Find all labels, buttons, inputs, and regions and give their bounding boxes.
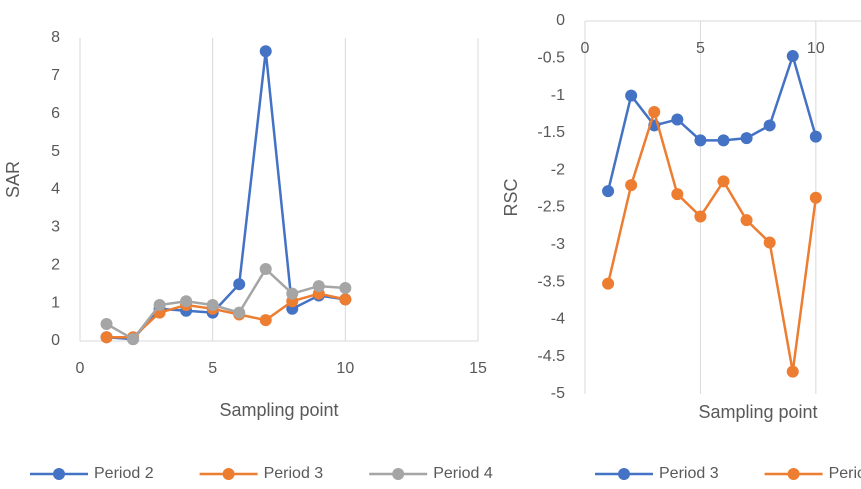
data-point — [312, 280, 325, 293]
data-point — [717, 134, 730, 147]
y-tick-label: -3 — [551, 236, 565, 253]
y-tick-label: -1 — [551, 87, 565, 104]
legend-marker — [618, 468, 630, 480]
data-point — [694, 134, 707, 147]
data-point — [671, 188, 684, 201]
data-point — [786, 365, 799, 378]
data-point — [763, 119, 776, 132]
legend-label: Period 3 — [659, 465, 719, 482]
data-point — [206, 299, 219, 312]
data-point — [809, 130, 822, 143]
y-tick-label: -3.5 — [537, 273, 565, 290]
y-tick-label: -5 — [551, 385, 565, 402]
x-tick-label: 5 — [208, 360, 217, 377]
data-point — [717, 175, 730, 188]
series-line — [606, 51, 818, 192]
x-axis-title: Sampling point — [698, 402, 817, 422]
y-tick-label: -0.5 — [537, 50, 565, 67]
y-tick-label: 8 — [51, 29, 60, 46]
series-line — [106, 292, 346, 339]
series-line — [606, 107, 818, 372]
data-point — [233, 306, 246, 319]
y-tick-label: 6 — [51, 105, 60, 122]
data-point — [153, 299, 166, 312]
data-point — [339, 293, 352, 306]
data-point — [259, 45, 272, 58]
legend-marker — [392, 468, 405, 480]
data-point — [786, 50, 799, 63]
legend-marker — [787, 468, 800, 480]
data-point — [740, 132, 753, 145]
data-point — [602, 185, 615, 198]
x-tick-label: 0 — [76, 360, 85, 377]
data-point — [625, 179, 638, 192]
data-point — [602, 277, 615, 290]
y-tick-label: -4 — [551, 311, 565, 328]
x-axis-title: Sampling point — [219, 400, 338, 420]
x-tick-label: 15 — [469, 360, 487, 377]
data-point — [809, 191, 822, 204]
legend-label: Period 3 — [264, 465, 324, 482]
y-axis-title: RSC — [501, 178, 521, 216]
data-point — [694, 210, 707, 223]
data-point — [100, 317, 113, 330]
x-tick-label: 0 — [581, 40, 590, 57]
data-point — [259, 314, 272, 327]
y-tick-label: 0 — [51, 332, 60, 349]
y-tick-label: 0 — [556, 12, 565, 29]
data-point — [100, 331, 113, 344]
y-tick-label: -4.5 — [537, 348, 565, 365]
legend-marker — [222, 468, 235, 480]
y-tick-label: 7 — [51, 67, 60, 84]
x-tick-label: 5 — [696, 40, 705, 57]
data-point — [286, 287, 299, 300]
y-tick-label: -1.5 — [537, 124, 565, 141]
data-point — [763, 236, 776, 249]
data-point — [625, 89, 638, 102]
x-tick-label: 10 — [336, 360, 354, 377]
legend-label: Period 4 — [433, 465, 493, 482]
legend-marker — [53, 468, 65, 480]
data-point — [259, 263, 272, 276]
y-tick-label: 1 — [51, 294, 60, 311]
y-tick-label: 2 — [51, 256, 60, 273]
data-point — [180, 295, 193, 308]
y-tick-label: 5 — [51, 143, 60, 160]
y-axis-title: SAR — [3, 161, 23, 198]
y-tick-label: -2.5 — [537, 199, 565, 216]
data-point — [648, 106, 661, 119]
y-tick-label: 4 — [51, 181, 60, 198]
data-point — [671, 113, 684, 126]
data-point — [127, 333, 140, 346]
data-point — [233, 278, 246, 291]
data-point — [740, 214, 753, 227]
legend-label: Period 4 — [829, 465, 861, 482]
series-line — [105, 267, 346, 341]
x-tick-label: 10 — [807, 40, 825, 57]
legend-label: Period 2 — [94, 465, 154, 482]
y-tick-label: -2 — [551, 161, 565, 178]
data-point — [339, 281, 352, 294]
y-tick-label: 3 — [51, 219, 60, 236]
